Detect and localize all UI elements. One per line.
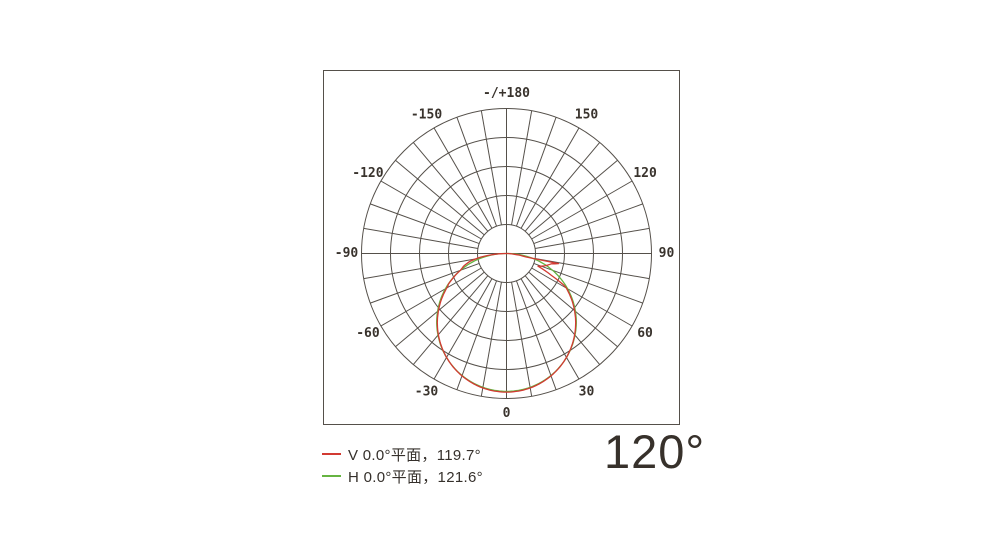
angle-tick-label: 0 bbox=[503, 406, 511, 421]
angle-tick-label: 90 bbox=[659, 246, 675, 261]
angle-tick-label: -120 bbox=[352, 166, 383, 181]
polar-grid-spoke bbox=[363, 227, 479, 249]
polar-grid-spoke bbox=[370, 262, 480, 304]
polar-grid-spoke bbox=[380, 267, 482, 327]
polar-grid-spoke bbox=[433, 278, 493, 380]
polar-grid-spoke bbox=[363, 258, 479, 280]
legend-item: H 0.0°平面，121.6° bbox=[322, 465, 483, 487]
polar-grid-spoke bbox=[395, 159, 485, 236]
polar-grid-spoke bbox=[524, 142, 601, 232]
polar-grid-spoke bbox=[380, 180, 482, 240]
legend-item-label: V 0.0°平面，119.7° bbox=[348, 446, 481, 464]
photometric-polar-chart: -/+180 150 120 90 60 30 0 -30 -60 -90 -120 -150 bbox=[335, 86, 675, 421]
polar-grid-spoke bbox=[480, 110, 502, 226]
polar-grid-spoke bbox=[370, 203, 480, 245]
polar-grid-spoke bbox=[520, 278, 580, 380]
series-curve-h bbox=[436, 252, 577, 393]
legend-swatch-h bbox=[322, 475, 341, 477]
polar-grid-spoke bbox=[533, 203, 643, 245]
legend-swatch-v bbox=[322, 453, 341, 455]
angle-tick-label: 120 bbox=[633, 166, 657, 181]
polar-grid-spoke bbox=[528, 271, 618, 348]
series-curve-v bbox=[436, 252, 577, 393]
polar-grid-spoke bbox=[533, 262, 643, 304]
polar-grid-spoke bbox=[520, 127, 580, 229]
polar-grid-spoke bbox=[524, 275, 601, 365]
polar-grid-spoke bbox=[456, 117, 498, 227]
polar-grid-spoke bbox=[456, 280, 498, 390]
beam-angle-value: 120° bbox=[604, 425, 706, 478]
polar-grid-spoke bbox=[528, 159, 618, 236]
polar-grid-spoke bbox=[534, 258, 650, 280]
chart-box: -/+180 150 120 90 60 30 0 -30 -60 -90 -120 -150 bbox=[323, 70, 680, 425]
polar-grid-spoke bbox=[412, 142, 489, 232]
angle-tick-label: -/+180 bbox=[483, 86, 530, 101]
angle-tick-label: -30 bbox=[415, 385, 439, 400]
polar-grid-spoke bbox=[433, 127, 493, 229]
legend-item-label: H 0.0°平面，121.6° bbox=[348, 468, 483, 486]
angle-tick-label: 60 bbox=[637, 326, 653, 341]
polar-grid-spoke bbox=[534, 227, 650, 249]
angle-tick-label: -90 bbox=[335, 246, 359, 261]
angle-tick-label: -150 bbox=[411, 107, 442, 122]
angle-tick-label: 30 bbox=[579, 385, 595, 400]
polar-grid-spoke bbox=[511, 110, 533, 226]
legend-item: V 0.0°平面，119.7° bbox=[322, 443, 483, 465]
polar-grid-spoke bbox=[412, 275, 489, 365]
polar-grid-spoke bbox=[515, 117, 557, 227]
polar-grid-spoke bbox=[531, 180, 633, 240]
polar-grid-spoke bbox=[511, 281, 533, 397]
legend: V 0.0°平面，119.7° H 0.0°平面，121.6° bbox=[322, 443, 483, 487]
polar-grid-spoke bbox=[515, 280, 557, 390]
polar-grid-spoke bbox=[531, 267, 633, 327]
angle-tick-label: 150 bbox=[575, 107, 599, 122]
angle-tick-label: -60 bbox=[356, 326, 380, 341]
polar-grid-spoke bbox=[480, 281, 502, 397]
polar-grid-spoke bbox=[395, 271, 485, 348]
